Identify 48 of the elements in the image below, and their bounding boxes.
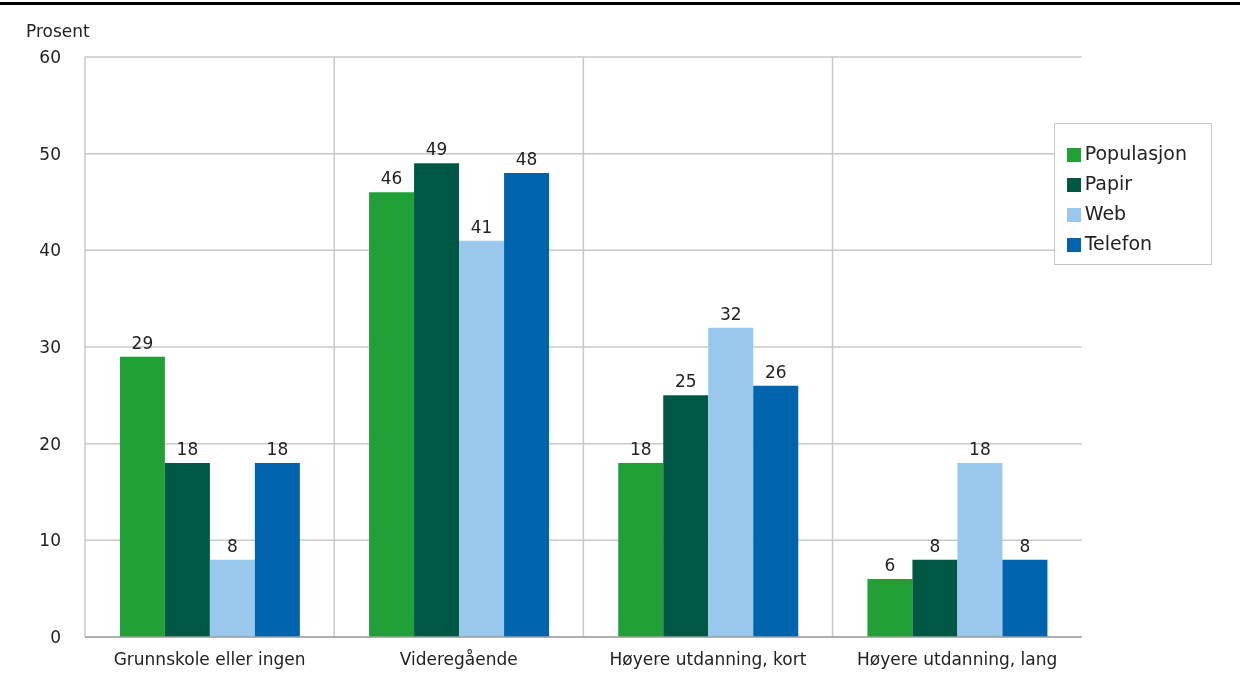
legend-label: Papir bbox=[1084, 172, 1133, 194]
data-label: 41 bbox=[470, 216, 493, 237]
bar bbox=[912, 559, 958, 637]
bar bbox=[369, 192, 415, 637]
y-tick-label: 40 bbox=[39, 240, 61, 261]
bar bbox=[414, 163, 460, 637]
x-tick-label: Videregående bbox=[399, 649, 518, 670]
bar bbox=[867, 579, 913, 637]
bar bbox=[504, 173, 550, 637]
bar bbox=[1002, 559, 1048, 637]
x-tick-label: Grunnskole eller ingen bbox=[113, 649, 306, 670]
y-tick-label: 30 bbox=[39, 337, 61, 358]
data-label: 8 bbox=[1019, 535, 1031, 556]
y-tick-label: 50 bbox=[39, 143, 61, 164]
legend-label: Populasjon bbox=[1084, 142, 1187, 164]
data-label: 49 bbox=[425, 139, 448, 160]
data-label: 25 bbox=[674, 371, 697, 392]
y-tick-label: 10 bbox=[39, 530, 61, 551]
bar bbox=[119, 356, 165, 637]
data-label: 32 bbox=[719, 303, 742, 324]
bar bbox=[708, 327, 754, 637]
legend-label: Web bbox=[1084, 202, 1127, 224]
bar bbox=[753, 385, 799, 637]
x-tick-label: Høyere utdanning, lang bbox=[857, 649, 1058, 670]
data-label: 8 bbox=[929, 535, 941, 556]
y-tick-label: 20 bbox=[39, 433, 61, 454]
data-label: 46 bbox=[380, 168, 403, 189]
y-axis-title: Prosent bbox=[26, 21, 91, 43]
bar bbox=[663, 395, 709, 637]
data-label: 29 bbox=[131, 332, 154, 353]
data-label: 18 bbox=[969, 439, 991, 459]
data-label: 18 bbox=[629, 439, 652, 459]
bar bbox=[957, 463, 1003, 637]
data-label: 8 bbox=[226, 535, 238, 556]
y-tick-label: 60 bbox=[39, 47, 61, 68]
data-label: 6 bbox=[884, 555, 896, 575]
x-tick-label: Høyere utdanning, kort bbox=[609, 649, 807, 670]
data-label: 18 bbox=[176, 439, 199, 459]
bar bbox=[209, 559, 255, 637]
data-label: 18 bbox=[266, 439, 289, 459]
legend-label: Telefon bbox=[1084, 232, 1153, 254]
data-label: 26 bbox=[764, 361, 787, 382]
bar bbox=[459, 240, 505, 637]
bar bbox=[254, 463, 300, 637]
bar bbox=[164, 463, 210, 637]
data-label: 48 bbox=[515, 149, 538, 169]
bar bbox=[618, 463, 664, 637]
y-tick-label: 0 bbox=[50, 627, 61, 648]
